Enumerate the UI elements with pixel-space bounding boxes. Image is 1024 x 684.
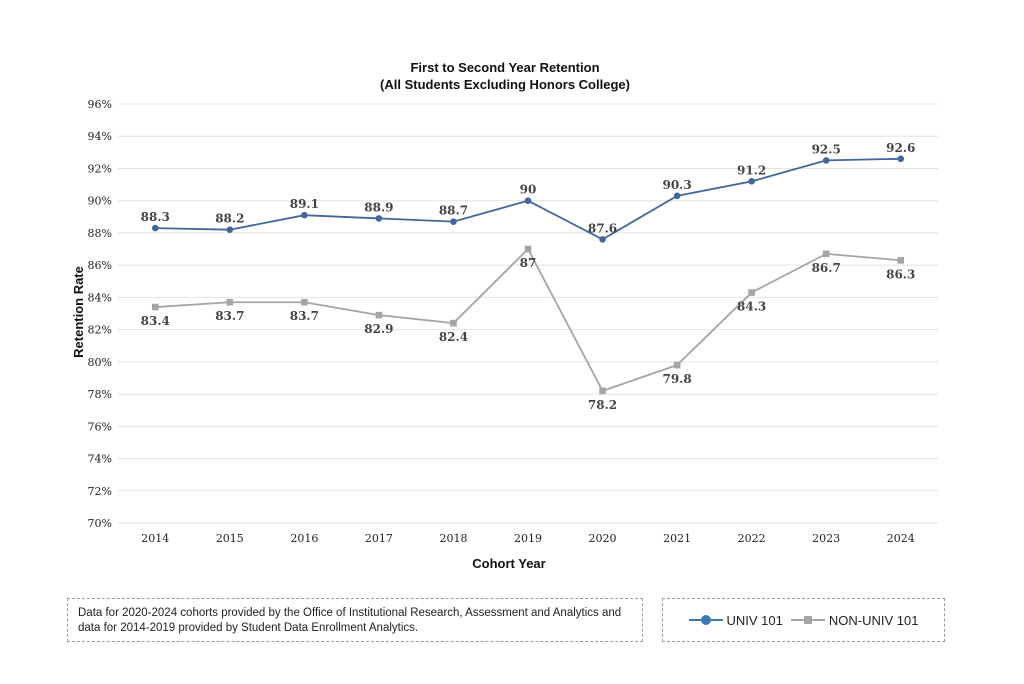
- data-label: 88.9: [364, 200, 393, 214]
- y-axis-label: Retention Rate: [71, 266, 86, 358]
- data-label: 88.3: [141, 210, 170, 224]
- x-tick-label: 2016: [290, 532, 318, 545]
- x-tick-label: 2018: [439, 532, 467, 545]
- data-point: [822, 250, 830, 258]
- y-tick-label: 88%: [88, 227, 112, 240]
- y-tick-label: 84%: [88, 291, 112, 304]
- data-point: [748, 289, 755, 296]
- data-label: 92.5: [812, 142, 841, 156]
- legend-item-non-univ-101: NON-UNIV 101: [790, 612, 919, 628]
- data-label: 86.3: [886, 267, 915, 281]
- y-tick-label: 80%: [88, 356, 112, 369]
- data-point: [375, 311, 383, 319]
- gridlines: [118, 103, 938, 524]
- chart-title: First to Second Year Retention: [410, 60, 599, 75]
- data-point: [524, 197, 532, 204]
- y-tick-label: 86%: [88, 259, 112, 272]
- data-point: [151, 224, 159, 232]
- x-tick-label: 2021: [663, 532, 691, 545]
- data-label: 90.3: [662, 178, 691, 192]
- series-layer: [151, 155, 905, 395]
- y-tick-label: 74%: [88, 453, 112, 466]
- data-label: 79.8: [662, 372, 691, 386]
- x-tick-label: 2014: [141, 532, 169, 545]
- legend-label: UNIV 101: [726, 612, 783, 628]
- data-label: 82.4: [439, 330, 468, 344]
- data-point: [524, 245, 532, 253]
- data-point: [897, 155, 905, 163]
- data-point: [226, 226, 234, 233]
- data-point: [375, 215, 383, 222]
- data-label: 88.7: [439, 204, 468, 218]
- data-point: [748, 178, 755, 185]
- x-tick-label: 2017: [365, 532, 393, 545]
- y-tick-label: 78%: [88, 388, 112, 401]
- data-point: [673, 361, 681, 369]
- data-label: 88.2: [215, 212, 244, 226]
- x-tick-label: 2020: [589, 532, 617, 545]
- legend-label: NON-UNIV 101: [828, 612, 919, 628]
- data-point: [822, 157, 830, 164]
- y-tick-label: 96%: [88, 98, 112, 111]
- series-line-non-univ-101: [155, 247, 901, 392]
- x-tick-label: 2024: [887, 532, 915, 545]
- data-labels: 88.3 88.2 89.1 88.9 88.7 90 87.6 90.3 91.2 92.5 92…: [141, 141, 916, 412]
- data-point: [599, 387, 606, 395]
- data-point: [450, 218, 457, 225]
- data-label: 86.7: [812, 261, 841, 275]
- y-tick-label: 92%: [88, 162, 112, 175]
- data-label: 83.7: [215, 309, 244, 323]
- data-point: [450, 319, 457, 327]
- data-point: [897, 257, 905, 264]
- data-label: 78.2: [588, 398, 617, 412]
- data-label: 84.3: [737, 300, 766, 314]
- data-label: 90: [520, 183, 537, 197]
- legend-circle-marker-icon: [688, 614, 723, 626]
- data-label: 83.7: [290, 309, 319, 323]
- y-tick-label: 90%: [88, 195, 112, 208]
- chart-subtitle: (All Students Excluding Honors College): [380, 77, 630, 92]
- legend-square-marker-icon: [790, 614, 825, 626]
- data-source-note: Data for 2020-2024 cohorts provided by t…: [67, 598, 643, 642]
- data-source-text: Data for 2020-2024 cohorts provided by t…: [78, 607, 622, 634]
- y-tick-label: 94%: [88, 130, 112, 143]
- x-axis-label: Cohort Year: [472, 556, 545, 571]
- data-label: 89.1: [290, 197, 319, 211]
- data-point: [599, 236, 606, 243]
- data-label: 91.2: [737, 163, 766, 177]
- data-point: [673, 192, 681, 200]
- data-label: 83.4: [141, 314, 170, 328]
- y-axis-ticks: 70% 72% 74% 76% 78% 80% 82% 84% 86% 88% 90% 92% 94% 9…: [88, 98, 112, 530]
- data-point: [226, 298, 234, 306]
- y-tick-label: 72%: [88, 485, 112, 498]
- y-tick-label: 76%: [88, 420, 112, 433]
- y-tick-label: 82%: [88, 324, 112, 337]
- x-tick-label: 2019: [514, 532, 542, 545]
- y-tick-label: 70%: [88, 517, 112, 530]
- data-label: 82.9: [364, 322, 393, 336]
- x-tick-label: 2023: [812, 532, 840, 545]
- data-point: [301, 211, 308, 219]
- x-tick-label: 2022: [738, 532, 766, 545]
- data-point: [301, 298, 308, 306]
- x-axis-ticks: 2014 2015 2016 2017 2018 2019 2020 2021 2022 2023…: [141, 532, 914, 545]
- retention-line-chart: First to Second Year Retention (All Stud…: [71, 60, 938, 571]
- x-tick-label: 2015: [216, 532, 244, 545]
- data-label: 87.6: [588, 221, 617, 235]
- legend-item-univ-101: UNIV 101: [688, 612, 783, 628]
- data-label: 92.6: [886, 141, 915, 155]
- data-point: [151, 303, 159, 311]
- chart-legend: UNIV 101 NON-UNIV 101: [662, 598, 945, 642]
- data-label: 87: [520, 256, 537, 270]
